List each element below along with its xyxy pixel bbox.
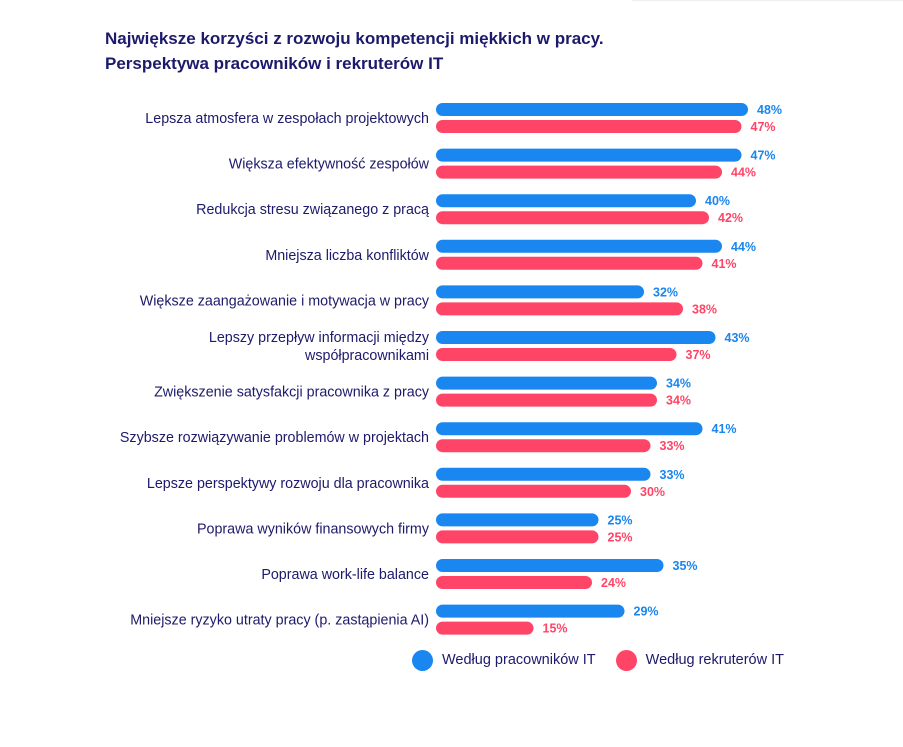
category-group: Szybsze rozwiązywanie problemów w projek… — [120, 422, 737, 453]
bar-recruiters — [436, 348, 677, 361]
value-label-recruiters: 38% — [692, 302, 717, 316]
category-label: Lepsza atmosfera w zespołach projektowyc… — [145, 111, 429, 127]
category-group: Redukcja stresu związanego z pracą 40% 42% — [196, 194, 743, 225]
category-group: Poprawa wyników finansowych firmy 25% 25% — [197, 513, 633, 544]
category-label: Poprawa work-life balance — [261, 567, 429, 583]
value-label-recruiters: 24% — [601, 576, 626, 590]
category-group: Lepszy przepływ informacji między współpr… — [209, 330, 750, 364]
value-label-employees: 47% — [751, 149, 776, 163]
category-label-line: Poprawa wyników finansowych firmy — [197, 521, 430, 537]
legend-dot-employees — [412, 649, 433, 671]
bar-recruiters — [436, 256, 703, 270]
chart-title: Największe korzyści z rozwoju kompetencj… — [105, 26, 825, 76]
category-label-line: Większe zaangażowanie i motywacja w prac… — [140, 293, 430, 309]
category-label-line: Lepsza atmosfera w zespołach projektowyc… — [145, 111, 429, 127]
legend-item-employees: Według pracowników IT — [412, 649, 596, 671]
category-label-line: Mniejsza liczba konfliktów — [265, 248, 429, 264]
value-label-recruiters: 42% — [718, 211, 743, 225]
bar-employees — [436, 148, 742, 162]
value-label-employees: 25% — [608, 513, 633, 527]
value-label-employees: 44% — [731, 240, 756, 254]
bar-recruiters — [436, 211, 709, 225]
legend-label-employees: Według pracowników IT — [442, 652, 596, 668]
value-label-employees: 33% — [660, 468, 685, 482]
chart-title-line1: Największe korzyści z rozwoju kompetencj… — [105, 29, 604, 48]
value-label-recruiters: 15% — [543, 622, 568, 636]
value-label-employees: 29% — [634, 605, 659, 619]
value-label-recruiters: 47% — [751, 120, 776, 134]
category-label: Zwiększenie satysfakcji pracownika z pra… — [154, 385, 430, 401]
bar-recruiters — [436, 484, 631, 498]
value-label-recruiters: 30% — [640, 485, 665, 499]
value-label-employees: 32% — [653, 285, 678, 299]
category-label-line: Zwiększenie satysfakcji pracownika z pra… — [154, 385, 430, 401]
category-label: Mniejsze ryzyko utraty pracy (p. zastąpi… — [130, 613, 429, 629]
category-label-line: Redukcja stresu związanego z pracą — [196, 202, 429, 218]
category-group: Większe zaangażowanie i motywacja w prac… — [140, 285, 717, 316]
category-label: Większa efektywność zespołów — [229, 157, 430, 173]
bar-recruiters — [436, 120, 742, 133]
legend-item-recruiters: Według rekruterów IT — [615, 649, 785, 671]
bar-recruiters — [436, 302, 683, 316]
bar-employees — [436, 604, 625, 618]
bar-recruiters — [436, 530, 599, 544]
bar-recruiters — [436, 621, 534, 635]
value-label-recruiters: 33% — [660, 439, 685, 453]
bar-recruiters — [436, 165, 722, 179]
value-label-recruiters: 34% — [666, 394, 691, 408]
bar-employees — [436, 239, 722, 253]
bar-employees — [436, 513, 599, 527]
bar-employees — [436, 422, 703, 436]
value-label-recruiters: 44% — [731, 166, 756, 180]
legend-label-recruiters: Według rekruterów IT — [645, 652, 785, 668]
bar-employees — [436, 467, 651, 481]
value-label-recruiters: 41% — [712, 257, 737, 271]
category-label-line: Szybsze rozwiązywanie problemów w projek… — [120, 430, 429, 446]
category-label-line: Lepszy przepływ informacji między — [209, 330, 430, 346]
bar-employees — [436, 376, 657, 390]
category-label-line: Lepsze perspektywy rozwoju dla pracownik… — [147, 476, 429, 492]
bar-recruiters — [436, 576, 592, 589]
bar-employees — [436, 331, 716, 344]
chart-subtitle: Perspektywa pracowników i rekruterów IT — [105, 54, 444, 73]
value-label-employees: 41% — [712, 422, 737, 436]
bar-employees — [436, 559, 664, 572]
bar-recruiters — [436, 439, 651, 453]
value-label-employees: 40% — [705, 194, 730, 208]
value-label-employees: 48% — [757, 103, 782, 117]
top-rule — [632, 0, 903, 1]
category-group: Zwiększenie satysfakcji pracownika z pra… — [154, 376, 691, 408]
bar-employees — [436, 103, 748, 116]
bar-recruiters — [436, 393, 657, 407]
category-group: Poprawa work-life balance 35% 24% — [261, 559, 698, 590]
category-group: Mniejsze ryzyko utraty pracy (p. zastąpi… — [130, 604, 659, 636]
category-label-line: Poprawa work-life balance — [261, 567, 429, 583]
value-label-employees: 35% — [673, 559, 698, 573]
category-label-line: Mniejsze ryzyko utraty pracy (p. zastąpi… — [130, 613, 429, 629]
category-label: Szybsze rozwiązywanie problemów w projek… — [120, 430, 429, 446]
category-label-line: współpracownikami — [304, 348, 429, 364]
bar-employees — [436, 194, 696, 208]
chart-legend: Według pracowników IT Według rekruterów … — [412, 648, 804, 672]
category-group: Lepsza atmosfera w zespołach projektowyc… — [145, 103, 782, 134]
category-label-line: Większa efektywność zespołów — [229, 157, 430, 173]
value-label-recruiters: 37% — [686, 348, 711, 362]
category-group: Lepsze perspektywy rozwoju dla pracownik… — [147, 467, 685, 499]
category-label: Lepszy przepływ informacji między współpr… — [209, 330, 430, 364]
category-group: Mniejsza liczba konfliktów 44% 41% — [265, 239, 756, 271]
category-label: Większe zaangażowanie i motywacja w prac… — [140, 293, 430, 309]
value-label-employees: 43% — [725, 331, 750, 345]
legend-dot-recruiters — [615, 649, 637, 671]
category-label: Redukcja stresu związanego z pracą — [196, 202, 429, 218]
category-label: Mniejsza liczba konfliktów — [265, 248, 429, 264]
value-label-employees: 34% — [666, 377, 691, 391]
bar-employees — [436, 285, 644, 299]
category-label: Poprawa wyników finansowych firmy — [197, 521, 430, 537]
value-label-recruiters: 25% — [608, 530, 633, 544]
category-label: Lepsze perspektywy rozwoju dla pracownik… — [147, 476, 429, 492]
category-group: Większa efektywność zespołów 47% 44% — [229, 148, 776, 180]
